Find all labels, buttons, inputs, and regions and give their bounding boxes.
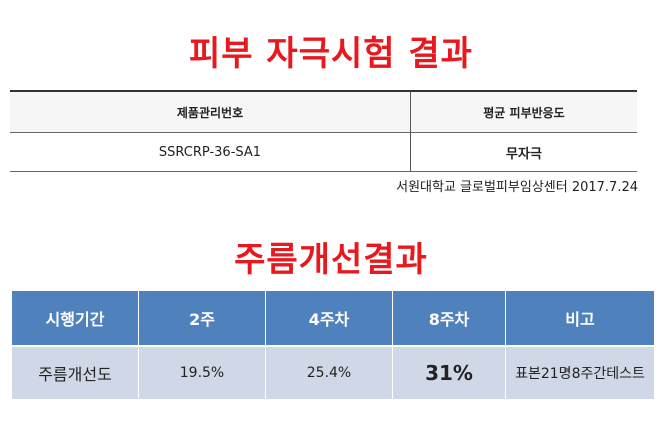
header-product-id: 제품관리번호	[10, 91, 411, 133]
cell-week8-value: 31%	[392, 346, 506, 399]
skin-irritation-table: 제품관리번호 평균 피부반응도 SSRCRP-36-SA1 무자극	[10, 90, 637, 172]
header-note: 비고	[505, 291, 654, 347]
cell-week4-value: 25.4%	[265, 346, 393, 399]
cell-product-id: SSRCRP-36-SA1	[10, 132, 411, 172]
table-row: 주름개선도 19.5% 25.4% 31% 표본21명8주간테스트	[12, 346, 654, 399]
cell-week2-value: 19.5%	[138, 346, 266, 399]
source-caption: 서원대학교 글로벌피부임상센터 2017.7.24	[396, 180, 638, 195]
header-avg-reaction: 평균 피부반응도	[410, 91, 637, 133]
skin-irritation-title: 피부 자극시험 결과	[189, 34, 473, 74]
header-week8: 8주차	[392, 291, 506, 347]
wrinkle-result-title: 주름개선결과	[234, 240, 428, 280]
table-header-row: 제품관리번호 평균 피부반응도	[10, 91, 637, 133]
table-row: SSRCRP-36-SA1 무자극	[10, 132, 637, 172]
cell-improvement-label: 주름개선도	[12, 346, 139, 399]
wrinkle-results-table: 시행기간 2주 4주차 8주차 비고 주름개선도 19.5% 25.4% 31%…	[12, 291, 654, 399]
header-week4: 4주차	[265, 291, 393, 347]
header-week2: 2주	[138, 291, 266, 347]
cell-note: 표본21명8주간테스트	[505, 346, 654, 399]
header-period: 시행기간	[12, 291, 139, 347]
table-header-row: 시행기간 2주 4주차 8주차 비고	[12, 291, 654, 347]
cell-avg-reaction: 무자극	[410, 132, 637, 172]
